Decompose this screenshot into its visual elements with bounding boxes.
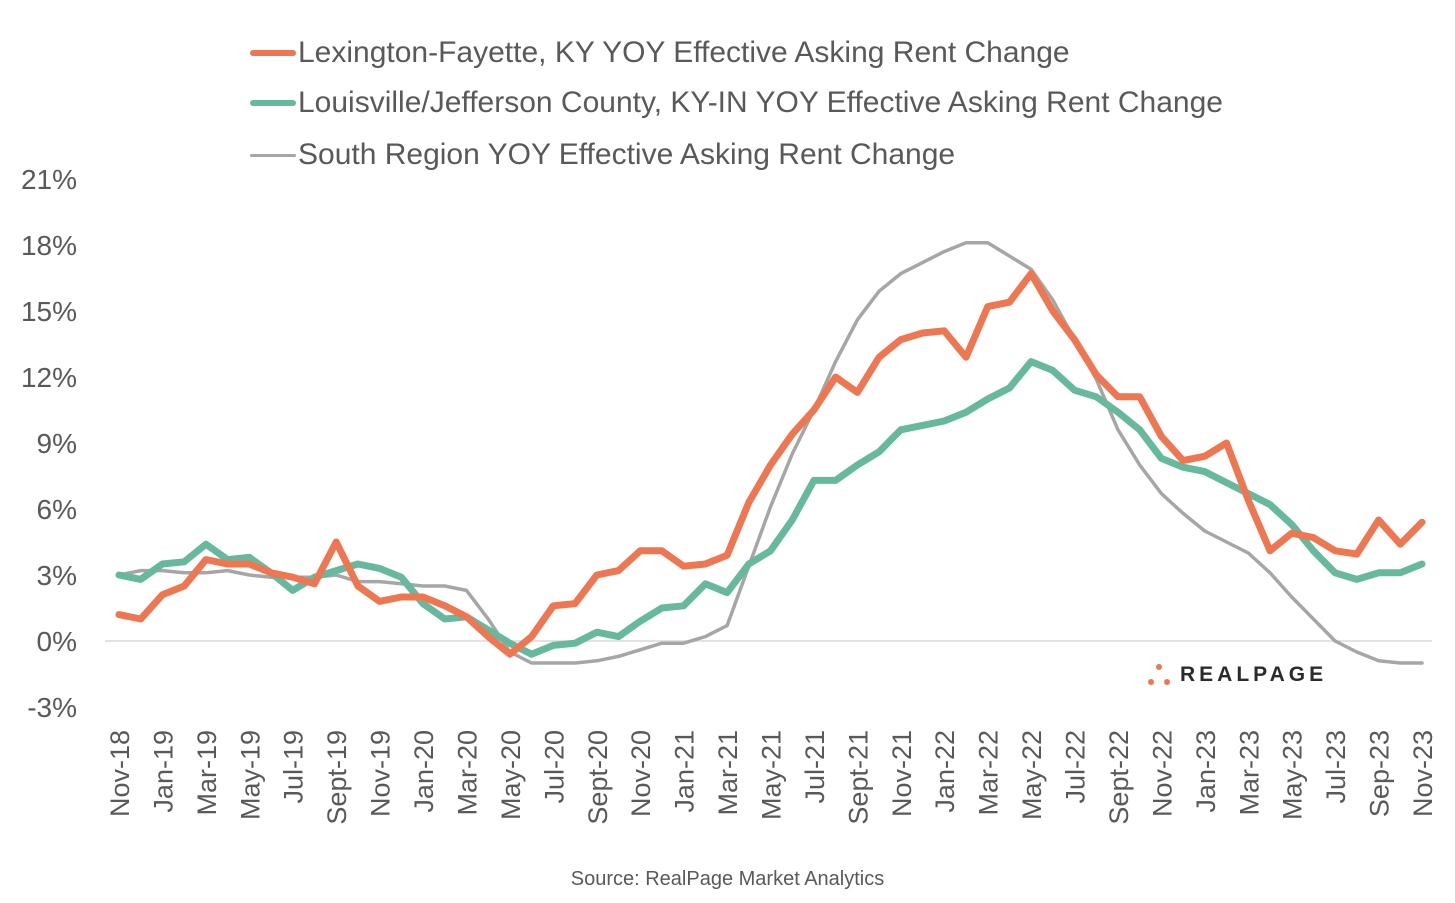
logo-dots-icon (1148, 664, 1170, 685)
legend-label-south: South Region YOY Effective Asking Rent C… (298, 138, 956, 171)
x-tick-label: Jul-23 (1321, 730, 1351, 804)
x-tick-label: Jul-19 (279, 730, 309, 804)
x-tick-label: May-22 (1017, 730, 1047, 820)
x-tick-label: Nov-19 (366, 730, 396, 817)
x-tick-label: Nov-20 (626, 730, 656, 817)
legend-swatch-louisville (250, 100, 296, 106)
x-tick-label: May-23 (1278, 730, 1308, 820)
legend-item-lexington: Lexington-Fayette, KY YOY Effective Aski… (250, 33, 1070, 73)
legend-label-louisville: Louisville/Jefferson County, KY-IN YOY E… (298, 86, 1223, 119)
x-tick-label: Nov-23 (1408, 730, 1438, 817)
x-tick-label: Jan-20 (409, 730, 439, 813)
y-tick-label: 18% (21, 230, 77, 261)
x-tick-label: Mar-23 (1234, 730, 1264, 816)
x-tick-label: Sep-23 (1365, 730, 1395, 817)
x-tick-label: Jul-22 (1061, 730, 1091, 804)
x-tick-label: Mar-21 (713, 730, 743, 816)
y-tick-label: 12% (21, 362, 77, 393)
y-tick-label: -3% (27, 692, 77, 723)
source-note: Source: RealPage Market Analytics (570, 868, 885, 890)
x-tick-label: Jan-23 (1191, 730, 1221, 813)
x-tick-label: Nov-22 (1147, 730, 1177, 817)
x-tick-label: Sept-19 (322, 730, 352, 825)
x-tick-label: Jan-21 (670, 730, 700, 813)
legend-label-lexington: Lexington-Fayette, KY YOY Effective Aski… (298, 36, 1070, 69)
x-tick-label: Sept-20 (583, 730, 613, 825)
x-tick-label: May-21 (757, 730, 787, 820)
legend-item-south: South Region YOY Effective Asking Rent C… (250, 135, 955, 175)
series-line-lexington (115, 270, 1426, 658)
x-tick-label: Mar-20 (452, 730, 482, 816)
y-tick-label: 0% (37, 626, 77, 657)
legend-swatch-south (250, 153, 296, 157)
x-tick-label: Mar-22 (974, 730, 1004, 816)
realpage-logo: REALPAGE (1146, 662, 1327, 688)
x-tick-label: Jul-21 (800, 730, 830, 804)
x-tick-label: Mar-19 (192, 730, 222, 816)
series-line-louisville (115, 358, 1426, 658)
x-tick-label: Jan-22 (930, 730, 960, 813)
logo-text: REALPAGE (1180, 663, 1328, 686)
y-tick-label: 21% (21, 164, 77, 195)
series-line-south (117, 241, 1424, 665)
y-tick-label: 15% (21, 296, 77, 327)
x-tick-label: Nov-18 (105, 730, 135, 817)
y-tick-label: 9% (37, 428, 77, 459)
y-tick-label: 6% (37, 494, 77, 525)
x-tick-label: Nov-21 (887, 730, 917, 817)
x-tick-label: May-19 (235, 730, 265, 820)
x-tick-label: Sept-21 (843, 730, 873, 825)
x-tick-label: Jan-19 (148, 730, 178, 813)
x-tick-label: Jul-20 (539, 730, 569, 804)
legend-item-louisville: Louisville/Jefferson County, KY-IN YOY E… (250, 83, 1223, 123)
x-tick-label: May-20 (496, 730, 526, 820)
y-tick-label: 3% (37, 560, 77, 591)
x-tick-label: Sept-22 (1104, 730, 1134, 825)
legend-swatch-lexington (250, 50, 296, 56)
